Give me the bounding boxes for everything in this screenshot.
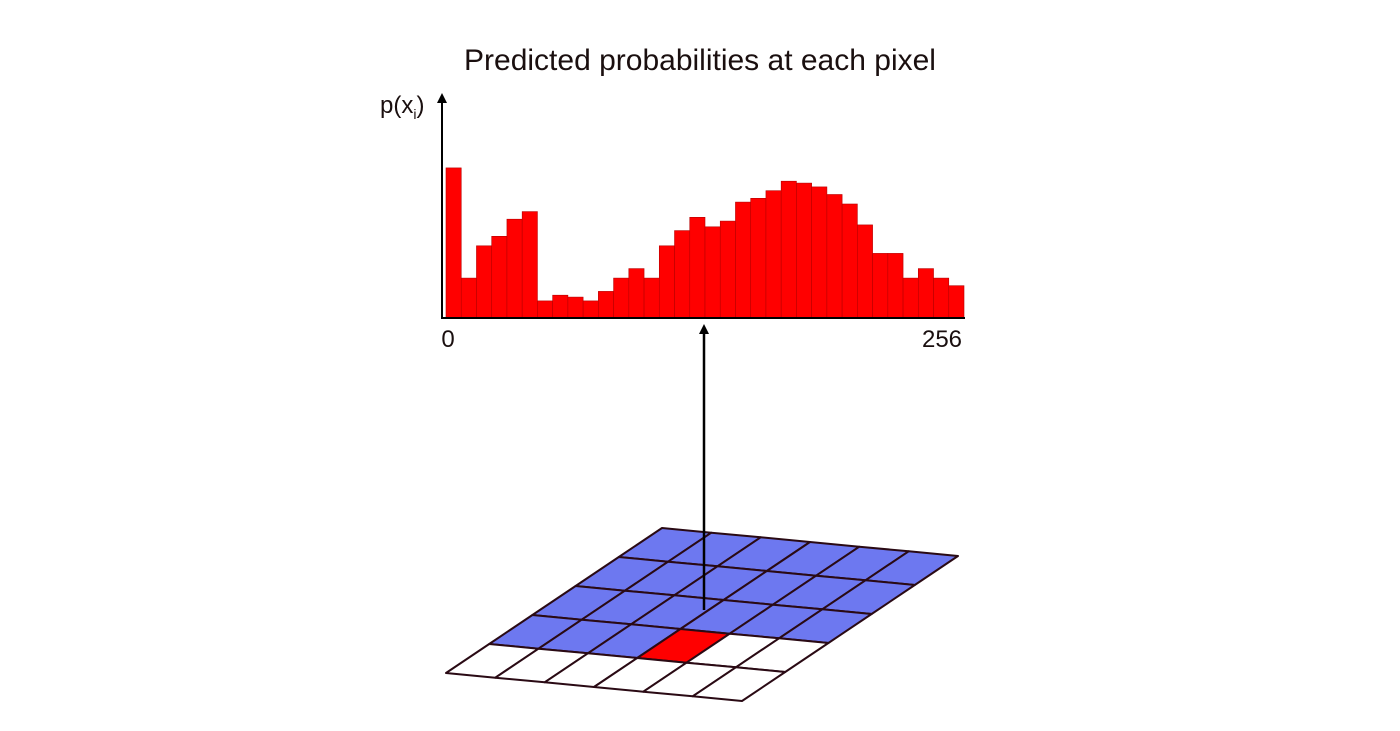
histogram-bar — [643, 277, 660, 319]
histogram-bar — [902, 277, 919, 319]
histogram-bar — [811, 186, 828, 319]
histogram-bar — [719, 220, 736, 319]
histogram: p(xi) 0 256 — [380, 92, 965, 353]
histogram-bar — [933, 277, 950, 319]
y-axis-label-close: ) — [416, 92, 424, 119]
histogram-bar — [826, 194, 843, 319]
histogram-bar — [537, 300, 553, 319]
histogram-bar — [796, 182, 812, 319]
histogram-bar — [841, 203, 858, 319]
histogram-bar — [628, 268, 645, 319]
x-tick-end: 256 — [922, 326, 962, 353]
histogram-bar — [552, 294, 569, 319]
histogram-bars — [445, 167, 965, 319]
histogram-bar — [948, 285, 965, 319]
chart-title: Predicted probabilities at each pixel — [464, 44, 936, 77]
x-tick-start: 0 — [441, 326, 454, 353]
histogram-bar — [674, 230, 691, 319]
histogram-bar — [567, 296, 584, 319]
histogram-bar — [780, 180, 797, 319]
histogram-bar — [750, 198, 767, 319]
histogram-bar — [476, 245, 493, 319]
histogram-bar — [765, 190, 782, 319]
histogram-bar — [857, 224, 873, 319]
histogram-bar — [598, 291, 614, 319]
histogram-bar — [613, 277, 630, 319]
y-axis-label-main: p(x — [380, 92, 413, 119]
histogram-bar — [704, 226, 721, 319]
histogram-bar — [689, 217, 706, 319]
histogram-bar — [735, 201, 752, 319]
pixel-grid — [445, 527, 959, 702]
histogram-bar — [917, 268, 934, 319]
histogram-bar — [658, 245, 675, 319]
y-axis-label: p(xi) — [380, 92, 424, 122]
histogram-bar — [506, 218, 523, 319]
histogram-bar — [460, 277, 477, 319]
grid-cell-empty — [691, 666, 787, 702]
histogram-bar — [582, 300, 599, 319]
histogram-bar — [445, 167, 462, 319]
y-axis-label-subscript: i — [413, 106, 416, 122]
histogram-bar — [887, 253, 904, 319]
histogram-bar — [491, 236, 508, 319]
histogram-bar — [521, 211, 538, 319]
histogram-bar — [872, 253, 889, 319]
